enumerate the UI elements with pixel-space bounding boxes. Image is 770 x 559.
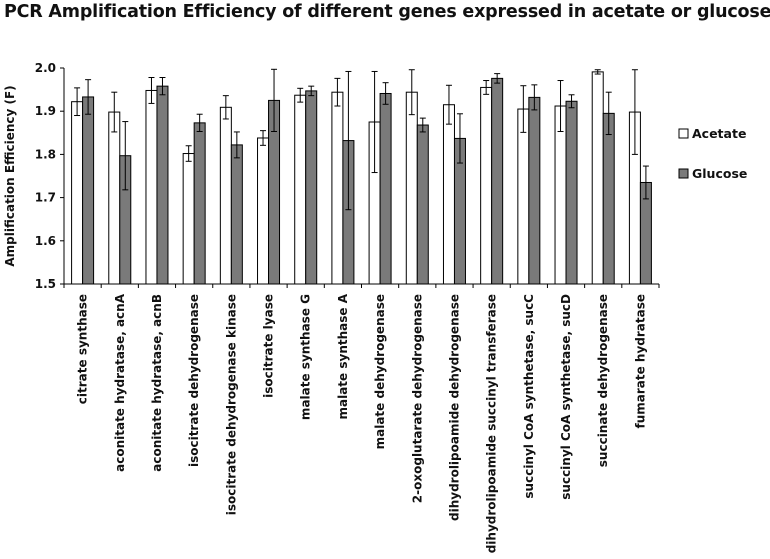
y-tick-label: 1.6 — [35, 234, 56, 248]
chart-title: PCR Amplification Efficiency of differen… — [4, 2, 770, 22]
bar-acetate — [405, 91, 418, 285]
bar-acetate — [182, 153, 195, 285]
bar-glucose — [602, 112, 615, 285]
x-category-label: aconitate hydratase, acnA — [113, 293, 127, 472]
bar-glucose — [528, 96, 541, 285]
bar-acetate — [480, 86, 493, 285]
x-category-label: malate dehydrogenase — [373, 294, 387, 449]
x-category-label: fumarate hydratase — [633, 294, 647, 429]
x-category-label: succinyl CoA synthetase, sucC — [522, 294, 536, 499]
bar-acetate — [554, 105, 567, 285]
bar-glucose — [416, 124, 429, 285]
legend-label-glucose: Glucose — [692, 166, 747, 181]
x-category-label: isocitrate lyase — [262, 294, 276, 398]
x-category-label: dihydrolipoamide succinyl transferase — [485, 294, 499, 553]
bar-acetate — [442, 104, 455, 285]
x-category-label: isocitrate dehydrogenase — [187, 294, 201, 467]
error-bars — [74, 68, 649, 211]
bars — [71, 71, 652, 285]
y-axis-title: Amplification Efficiency (F) — [3, 85, 17, 266]
legend: Acetate Glucose — [678, 126, 747, 181]
legend-swatch-acetate — [678, 128, 689, 139]
x-category-label: dihydrolipoamide dehydrogenase — [447, 294, 461, 521]
bar-acetate — [219, 106, 232, 285]
axes: Amplification Efficiency (F) — [3, 67, 660, 288]
bar-acetate — [517, 108, 530, 285]
bar-glucose — [565, 100, 578, 285]
bar-glucose — [379, 92, 392, 285]
bar-acetate — [71, 101, 84, 285]
bar-glucose — [305, 90, 318, 285]
bar-glucose — [82, 96, 95, 285]
y-tick-labels: 1.5 1.6 1.7 1.8 1.9 2.0 — [35, 61, 56, 291]
x-category-label: succinyl CoA synthetase, sucD — [559, 294, 573, 500]
x-category-label: succinate dehydrogenase — [596, 294, 610, 467]
x-category-label: citrate synthase — [76, 294, 90, 404]
y-tick-label: 1.7 — [35, 191, 56, 205]
bar-acetate — [257, 137, 270, 285]
x-category-label: malate synthase G — [299, 294, 313, 420]
x-category-label: aconitate hydratase, acnB — [150, 294, 164, 472]
bar-glucose — [230, 144, 243, 285]
bar-acetate — [145, 89, 158, 285]
x-category-label: malate synthase A — [336, 293, 350, 419]
bar-acetate — [108, 111, 121, 285]
y-tick-label: 1.8 — [35, 147, 56, 161]
bar-acetate — [591, 71, 604, 285]
x-category-label: 2-oxoglutarate dehydrogenase — [410, 294, 424, 503]
legend-label-acetate: Acetate — [692, 126, 746, 141]
y-tick-label: 2.0 — [35, 61, 56, 75]
legend-swatch-glucose — [678, 168, 689, 179]
bar-glucose — [156, 85, 169, 285]
y-tick-label: 1.5 — [35, 277, 56, 291]
category-labels: citrate synthase aconitate hydratase, acn… — [76, 293, 648, 553]
bar-glucose — [491, 77, 504, 285]
bar-acetate — [331, 91, 344, 285]
y-tick-label: 1.9 — [35, 104, 56, 118]
bar-glucose — [193, 122, 206, 285]
bar-acetate — [294, 94, 307, 285]
x-category-label: isocitrate dehydrogenase kinase — [224, 294, 238, 515]
